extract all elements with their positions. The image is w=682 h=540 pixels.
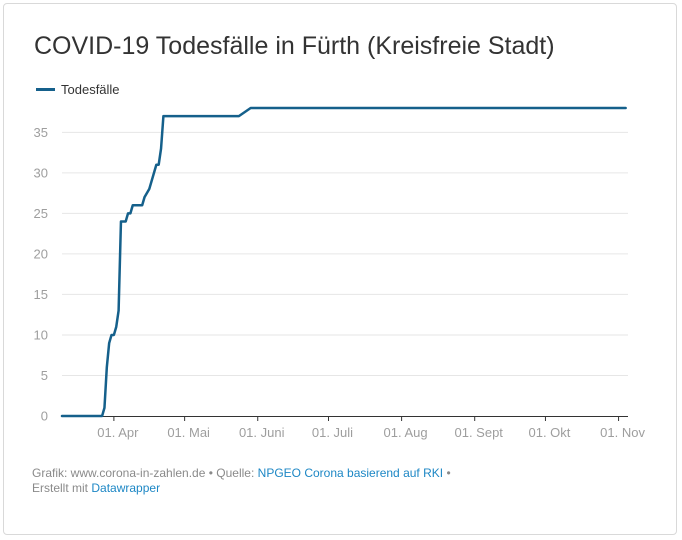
x-tick-label: 01. Juli bbox=[312, 425, 353, 440]
legend: Todesfälle bbox=[36, 82, 120, 97]
y-tick-label: 25 bbox=[34, 206, 48, 221]
x-tick-label: 01. Juni bbox=[239, 425, 285, 440]
x-tick-label: 01. Okt bbox=[528, 425, 570, 440]
y-tick-label: 15 bbox=[34, 287, 48, 302]
datawrapper-link[interactable]: Datawrapper bbox=[91, 481, 161, 495]
grid-lines bbox=[62, 131, 628, 376]
footer-grafik-text: Grafik: www.corona-in-zahlen.de • Quelle… bbox=[32, 466, 255, 480]
footer-created-line: Erstellt mit Datawrapper bbox=[32, 481, 451, 496]
chart-title: COVID-19 Todesfälle in Fürth (Kreisfreie… bbox=[34, 32, 555, 60]
footer-source-line: Grafik: www.corona-in-zahlen.de • Quelle… bbox=[32, 466, 451, 481]
y-tick-label: 30 bbox=[34, 165, 48, 180]
legend-label: Todesfälle bbox=[61, 82, 120, 97]
x-tick-label: 01. Apr bbox=[97, 425, 139, 440]
source-link[interactable]: NPGEO Corona basierend auf RKI bbox=[257, 466, 444, 480]
y-tick-label: 5 bbox=[41, 368, 48, 383]
x-axis-ticks: 01. Apr 01. Mai 01. Juni 01. Juli 01. Aug 01.… bbox=[97, 416, 645, 440]
footer-created-text: Erstellt mit bbox=[32, 481, 89, 495]
legend-swatch bbox=[36, 88, 55, 91]
y-tick-label: 10 bbox=[34, 327, 48, 342]
y-tick-label: 20 bbox=[34, 246, 48, 261]
y-tick-label: 0 bbox=[41, 409, 48, 424]
x-tick-label: 01. Mai bbox=[167, 425, 210, 440]
y-tick-label: 35 bbox=[34, 125, 48, 140]
series-lines bbox=[60, 106, 627, 418]
series-line-todesfaelle bbox=[60, 106, 627, 418]
footer-separator: • bbox=[446, 466, 451, 480]
chart-card: COVID-19 Todesfälle in Fürth (Kreisfreie… bbox=[3, 3, 677, 535]
x-tick-label: 01. Nov bbox=[600, 425, 645, 440]
x-tick-label: 01. Aug bbox=[384, 425, 428, 440]
x-tick-label: 01. Sept bbox=[454, 425, 503, 440]
y-axis-ticks: 0 5 10 15 20 25 30 35 bbox=[34, 125, 48, 424]
chart-footer: Grafik: www.corona-in-zahlen.de • Quelle… bbox=[32, 466, 451, 496]
